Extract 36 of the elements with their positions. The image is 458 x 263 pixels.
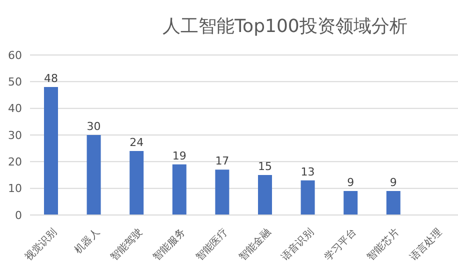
data-label: 17 [215, 154, 230, 168]
x-tick-label: 智能服务 [150, 226, 188, 263]
x-tick-label: 智能金融 [236, 226, 274, 263]
y-tick-label: 10 [8, 182, 22, 196]
data-label: 15 [258, 160, 272, 173]
data-label: 13 [300, 165, 315, 178]
x-tick-label: 智能医疗 [194, 226, 230, 263]
data-label: 24 [130, 136, 144, 149]
data-label: 9 [347, 176, 354, 189]
data-label: 9 [390, 176, 397, 189]
x-tick-label: 学习平台 [322, 226, 359, 263]
bar [300, 180, 315, 215]
bar [215, 170, 230, 215]
y-tick-label: 20 [8, 156, 22, 169]
x-tick-label: 视觉识别 [22, 226, 60, 263]
bar [44, 87, 58, 215]
bar [258, 175, 272, 215]
bar [86, 135, 101, 215]
y-tick-label: 30 [8, 128, 22, 142]
y-tick-label: 60 [8, 48, 22, 62]
y-tick-label: 40 [8, 102, 22, 116]
bar [130, 151, 144, 215]
bar [386, 191, 400, 215]
data-label: 48 [44, 72, 58, 85]
y-tick-label: 50 [8, 76, 22, 89]
x-tick-label: 机器人 [72, 226, 102, 256]
x-tick-label: 语音识别 [279, 226, 316, 263]
x-tick-label: 智能驾驶 [108, 226, 145, 263]
x-tick-label: 智能芯片 [364, 226, 402, 263]
chart-title: 人工智能Top100投资领域分析 [162, 15, 408, 38]
data-label: 30 [86, 120, 101, 133]
y-tick-label: 0 [15, 208, 22, 222]
data-label: 19 [172, 149, 186, 162]
bar [172, 164, 186, 215]
x-tick-label: 语言处理 [408, 226, 444, 263]
bar [344, 191, 358, 215]
